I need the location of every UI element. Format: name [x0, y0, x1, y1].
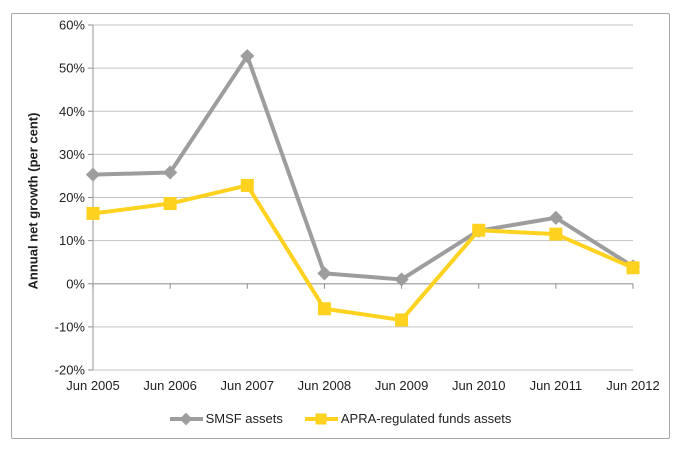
legend: SMSF assets APRA-regulated funds assets [11, 411, 670, 426]
x-axis-tick-label: Jun 2012 [606, 378, 660, 393]
series-line-smsf [91, 54, 635, 282]
legend-line-sample [304, 413, 338, 424]
series-line-apra [91, 183, 635, 322]
legend-entry-smsf: SMSF assets [169, 411, 283, 426]
data-point-marker-square [395, 313, 409, 327]
data-point-marker-diamond [394, 272, 409, 287]
y-axis-tick-label: 20% [59, 190, 85, 205]
legend-label: SMSF assets [205, 411, 283, 426]
data-point-marker-diamond [548, 210, 563, 225]
square-marker-icon [315, 413, 327, 424]
y-axis-tick-label: 60% [59, 18, 85, 33]
y-axis-tick-label: 40% [59, 104, 85, 119]
x-axis-tick-label: Jun 2009 [375, 378, 429, 393]
y-axis-tick-label: 10% [59, 233, 85, 248]
legend-line-sample [169, 412, 203, 425]
y-axis-tick-label: 0% [66, 276, 85, 291]
data-point-marker-square [240, 178, 254, 192]
y-axis-tick-label: -20% [55, 363, 86, 378]
x-axis-tick-label: Jun 2008 [298, 378, 352, 393]
x-axis-tick-label: Jun 2005 [66, 378, 120, 393]
data-point-marker-diamond [163, 165, 178, 180]
x-axis-tick-label: Jun 2010 [452, 378, 506, 393]
y-axis-title-text: Annual net growth (per cent) [25, 112, 41, 290]
data-point-marker-square [549, 227, 563, 241]
data-point-marker-square [626, 261, 640, 275]
x-axis-tick-label: Jun 2007 [221, 378, 275, 393]
legend-label: APRA-regulated funds assets [340, 411, 512, 426]
data-point-marker-square [317, 302, 331, 316]
y-axis-tick-label: 50% [59, 61, 85, 76]
diamond-marker-icon [179, 412, 193, 425]
chart-area-border [11, 13, 670, 439]
y-axis-tick-label: -10% [55, 319, 86, 334]
x-axis-tick-label: Jun 2006 [143, 378, 197, 393]
legend-entry-apra: APRA-regulated funds assets [304, 411, 512, 426]
data-point-marker-square [472, 223, 486, 237]
y-axis-tick-label: 30% [59, 147, 85, 162]
data-point-marker-square [163, 197, 177, 211]
data-point-marker-diamond [85, 167, 101, 182]
data-point-marker-diamond [317, 266, 332, 281]
data-point-marker-square [86, 206, 100, 220]
x-axis-tick-label: Jun 2011 [530, 378, 583, 393]
